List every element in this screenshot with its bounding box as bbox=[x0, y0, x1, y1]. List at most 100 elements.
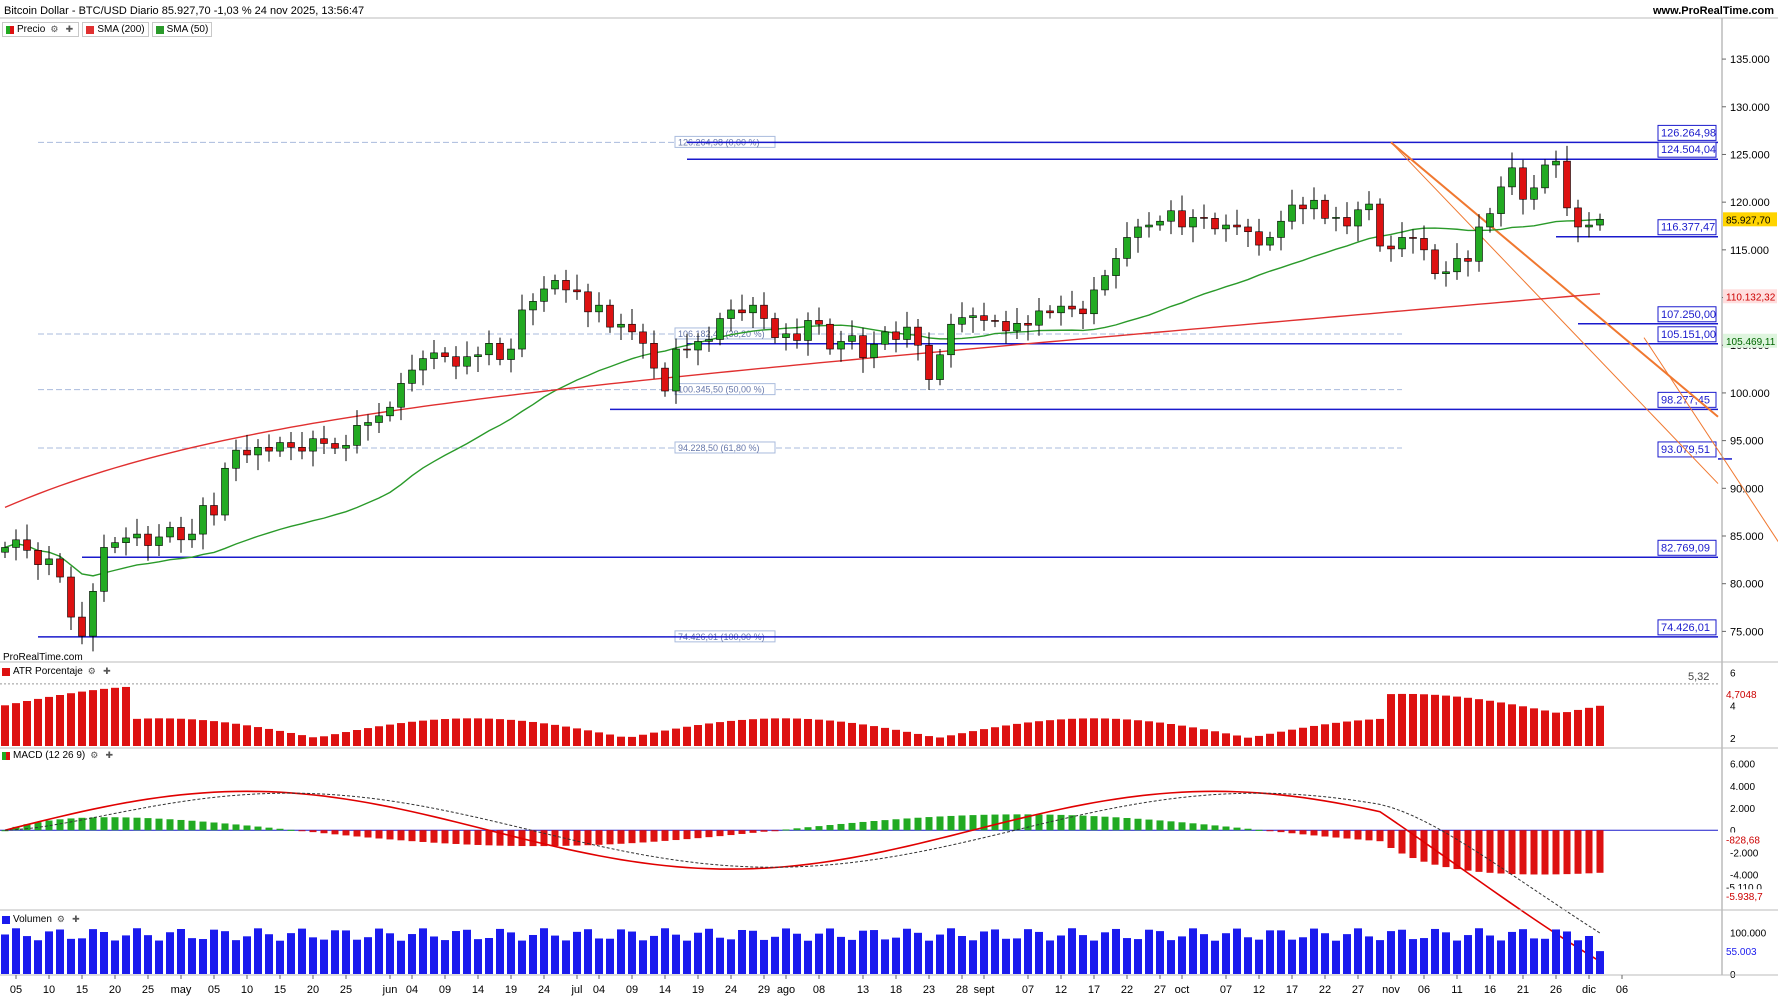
add-icon[interactable]: ✚ bbox=[103, 666, 111, 676]
sma50-value-tag-box bbox=[1723, 333, 1777, 348]
volume-bar bbox=[936, 934, 944, 974]
volume-bar bbox=[89, 929, 97, 974]
atr-bar bbox=[1398, 693, 1406, 746]
price-tick-label: 100.000 bbox=[1730, 388, 1770, 400]
volume-bar bbox=[199, 939, 207, 974]
volume-tick-label: 100.000 bbox=[1730, 928, 1767, 939]
date-tick-label: 15 bbox=[76, 984, 88, 996]
volume-bar bbox=[1222, 933, 1230, 974]
volume-bar bbox=[1035, 931, 1043, 974]
volume-bar bbox=[364, 937, 372, 974]
legend-sma200-label: SMA (200) bbox=[97, 24, 145, 35]
macd-histogram-bar bbox=[496, 830, 504, 846]
volume-bar bbox=[1288, 939, 1296, 974]
atr-bar bbox=[1596, 705, 1604, 746]
volume-bar bbox=[1453, 940, 1461, 974]
atr-bar bbox=[23, 700, 31, 746]
candle-body bbox=[1497, 186, 1505, 214]
atr-bar bbox=[1002, 725, 1010, 746]
site-label[interactable]: www.ProRealTime.com bbox=[1652, 5, 1774, 17]
volume-bar bbox=[122, 935, 130, 974]
volume-bar bbox=[1277, 930, 1285, 974]
macd-histogram-bar bbox=[1464, 830, 1472, 871]
candle-body bbox=[771, 318, 779, 338]
macd-histogram-bar bbox=[738, 830, 746, 834]
macd-histogram-bar bbox=[34, 822, 42, 831]
volume-bar bbox=[221, 931, 229, 974]
macd-histogram-bar bbox=[617, 830, 625, 844]
macd-histogram-bar bbox=[1541, 830, 1549, 875]
atr-bar bbox=[1013, 723, 1021, 746]
level-label-box bbox=[1657, 124, 1717, 141]
atr-bar bbox=[485, 718, 493, 746]
candle-body bbox=[1552, 160, 1560, 166]
date-tick-label: may bbox=[171, 984, 192, 996]
atr-bar bbox=[881, 727, 889, 746]
candle-body bbox=[166, 527, 174, 538]
volume-bar bbox=[617, 929, 625, 974]
volume-bar bbox=[496, 928, 504, 974]
macd-histogram-bar bbox=[848, 822, 856, 831]
volume-bar bbox=[595, 938, 603, 974]
volume-bar bbox=[1387, 931, 1395, 974]
price-tick-label: 115.000 bbox=[1730, 245, 1769, 257]
date-tick-label: nov bbox=[1382, 984, 1400, 996]
wrench-icon[interactable]: ⚙ bbox=[50, 24, 59, 34]
volume-bar bbox=[1563, 931, 1571, 974]
atr-bar bbox=[716, 722, 724, 746]
date-tick-label: 22 bbox=[1319, 984, 1331, 996]
add-icon[interactable]: ✚ bbox=[72, 914, 80, 924]
candle-body bbox=[155, 536, 163, 546]
atr-bar bbox=[683, 726, 691, 746]
volume-bar bbox=[1057, 935, 1065, 974]
atr-label: ATR Porcentaje bbox=[13, 666, 83, 677]
atr-bar bbox=[1, 705, 9, 746]
candle-body bbox=[1486, 213, 1494, 228]
macd-tick-label: -2.000 bbox=[1730, 848, 1759, 859]
date-tick-label: 05 bbox=[208, 984, 220, 996]
wrench-icon[interactable]: ⚙ bbox=[90, 750, 99, 760]
atr-bar bbox=[1310, 725, 1318, 746]
candle-body bbox=[881, 331, 889, 345]
candle-body bbox=[1200, 217, 1208, 219]
atr-bar bbox=[133, 718, 141, 746]
date-tick-label: 19 bbox=[505, 984, 517, 996]
date-tick-label: jun bbox=[382, 984, 398, 996]
price-tick-label: 75.000 bbox=[1730, 626, 1764, 638]
legend-price[interactable]: Precio ⚙ ✚ bbox=[2, 22, 80, 37]
legend-sma200[interactable]: SMA (200) bbox=[82, 22, 149, 37]
candle-body bbox=[1409, 237, 1417, 239]
legend-sma50[interactable]: SMA (50) bbox=[151, 22, 213, 37]
atr-bar bbox=[1497, 702, 1505, 746]
level-label-box bbox=[1657, 141, 1717, 158]
volume-bar bbox=[529, 934, 537, 974]
date-tick-label: 18 bbox=[890, 984, 902, 996]
macd-histogram-bar bbox=[419, 830, 427, 842]
atr-bar bbox=[705, 723, 713, 746]
atr-bar bbox=[1541, 710, 1549, 746]
volume-bar bbox=[1189, 928, 1197, 974]
candle-body bbox=[1387, 245, 1395, 250]
atr-bar bbox=[650, 732, 658, 746]
macd-histogram-bar bbox=[452, 830, 460, 844]
sma200-value-tag: 110.132,32 bbox=[1726, 292, 1776, 303]
add-icon[interactable]: ✚ bbox=[105, 750, 114, 760]
atr-bar bbox=[243, 725, 251, 746]
volume-bar bbox=[1321, 933, 1329, 974]
candle-body bbox=[958, 317, 966, 325]
wrench-icon[interactable]: ⚙ bbox=[87, 666, 96, 676]
macd-histogram-bar bbox=[89, 817, 97, 831]
candle-body bbox=[969, 315, 977, 318]
volume-bar bbox=[881, 939, 889, 974]
candle-body bbox=[331, 443, 339, 449]
macd-histogram-bar bbox=[1, 830, 9, 832]
macd-histogram-bar bbox=[1574, 830, 1582, 874]
add-icon[interactable]: ✚ bbox=[65, 24, 74, 34]
atr-bar bbox=[1299, 727, 1307, 746]
macd-histogram-bar bbox=[870, 821, 878, 831]
macd-histogram-bar bbox=[1497, 830, 1505, 874]
wrench-icon[interactable]: ⚙ bbox=[56, 914, 65, 924]
candle-body bbox=[1255, 231, 1263, 246]
candle-body bbox=[408, 369, 416, 384]
